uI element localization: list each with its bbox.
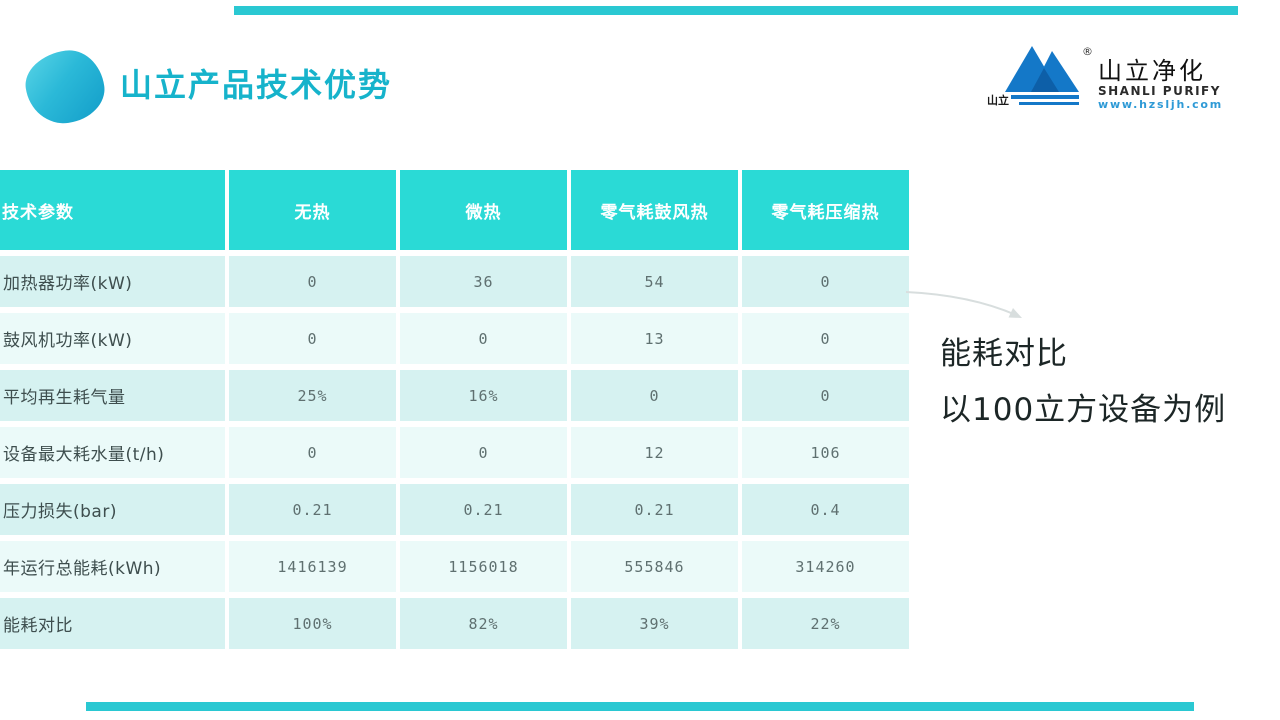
- cell-value: 0: [229, 256, 396, 307]
- cell-value: 100%: [229, 598, 396, 649]
- bottom-accent-bar: [86, 702, 1194, 711]
- cell-value: 0: [742, 313, 909, 364]
- cell-value: 0: [742, 256, 909, 307]
- cell-value: 0.4: [742, 484, 909, 535]
- logo-brand-cn: 山立净化: [1098, 57, 1206, 85]
- column-header-param: 技术参数: [0, 170, 225, 250]
- cell-value: 0: [229, 427, 396, 478]
- spec-comparison-table: 技术参数 无热 微热 零气耗鼓风热 零气耗压缩热 加热器功率(kW) 0 36 54 0 鼓风机功…: [0, 164, 913, 655]
- cell-value: 13: [571, 313, 738, 364]
- mountain-logo-icon: [1005, 46, 1079, 105]
- cell-value: 0: [400, 427, 567, 478]
- cell-value: 314260: [742, 541, 909, 592]
- cell-value: 1416139: [229, 541, 396, 592]
- cell-value: 106: [742, 427, 909, 478]
- slide-title: 山立产品技术优势: [120, 66, 393, 104]
- cell-value: 0: [229, 313, 396, 364]
- table-row: 鼓风机功率(kW) 0 0 13 0: [0, 313, 909, 364]
- annotation-line-2: 以100立方设备为例: [940, 392, 1227, 428]
- cell-value: 0.21: [400, 484, 567, 535]
- cell-value: 0: [400, 313, 567, 364]
- cell-value: 54: [571, 256, 738, 307]
- row-label: 能耗对比: [0, 598, 225, 649]
- registered-trademark: ®: [1082, 45, 1093, 58]
- cell-value: 0.21: [571, 484, 738, 535]
- top-accent-bar: [234, 6, 1238, 15]
- row-label: 鼓风机功率(kW): [0, 313, 225, 364]
- logo-text-block: 山立净化 SHANLI PURIFY www.hzsljh.com: [1098, 58, 1223, 111]
- column-header: 零气耗压缩热: [742, 170, 909, 250]
- column-header: 零气耗鼓风热: [571, 170, 738, 250]
- logo-mark-text: 山立: [987, 94, 1009, 107]
- table-row: 平均再生耗气量 25% 16% 0 0: [0, 370, 909, 421]
- table-row: 压力损失(bar) 0.21 0.21 0.21 0.4: [0, 484, 909, 535]
- cell-value: 22%: [742, 598, 909, 649]
- column-header: 无热: [229, 170, 396, 250]
- cell-value: 0.21: [229, 484, 396, 535]
- cell-value: 25%: [229, 370, 396, 421]
- table-header-row: 技术参数 无热 微热 零气耗鼓风热 零气耗压缩热: [0, 170, 909, 250]
- row-label: 加热器功率(kW): [0, 256, 225, 307]
- logo-website: www.hzsljh.com: [1098, 98, 1224, 111]
- company-logo: ® 山立 山立净化 SHANLI PURIFY www.hzsljh.com: [985, 40, 1235, 115]
- decorative-blob: [21, 45, 109, 129]
- cell-value: 555846: [571, 541, 738, 592]
- column-header: 微热: [400, 170, 567, 250]
- cell-value: 16%: [400, 370, 567, 421]
- table-row: 设备最大耗水量(t/h) 0 0 12 106: [0, 427, 909, 478]
- annotation-line-1: 能耗对比: [940, 336, 1068, 372]
- table-row: 能耗对比 100% 82% 39% 22%: [0, 598, 909, 649]
- annotation-block: 能耗对比 以100立方设备为例: [940, 326, 1226, 438]
- row-label: 年运行总能耗(kWh): [0, 541, 225, 592]
- table-row: 年运行总能耗(kWh) 1416139 1156018 555846 314260: [0, 541, 909, 592]
- cell-value: 0: [742, 370, 909, 421]
- cell-value: 12: [571, 427, 738, 478]
- cell-value: 0: [571, 370, 738, 421]
- cell-value: 36: [400, 256, 567, 307]
- cell-value: 39%: [571, 598, 738, 649]
- cell-value: 1156018: [400, 541, 567, 592]
- row-label: 压力损失(bar): [0, 484, 225, 535]
- table-row: 加热器功率(kW) 0 36 54 0: [0, 256, 909, 307]
- row-label: 平均再生耗气量: [0, 370, 225, 421]
- logo-brand-en: SHANLI PURIFY: [1098, 84, 1221, 98]
- pointer-arrow-icon: [905, 291, 1022, 318]
- row-label: 设备最大耗水量(t/h): [0, 427, 225, 478]
- cell-value: 82%: [400, 598, 567, 649]
